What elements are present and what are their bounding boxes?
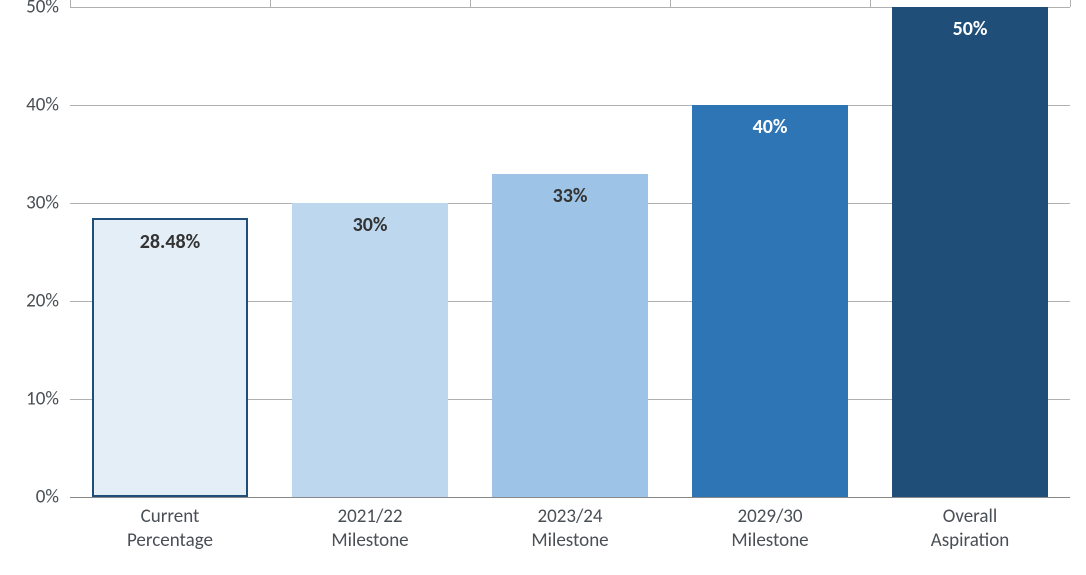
- x-axis-label-line1: Overall: [870, 505, 1070, 529]
- x-axis-label: 2023/24Milestone: [470, 505, 670, 553]
- gridline: [70, 497, 1070, 498]
- x-axis-label: 2021/22Milestone: [270, 505, 470, 553]
- y-axis-label: 40%: [0, 94, 59, 117]
- y-axis-label: 0%: [0, 486, 59, 509]
- top-tick: [1070, 0, 1071, 7]
- bar-data-label: 50%: [892, 17, 1048, 41]
- bar: 33%: [492, 174, 648, 497]
- bar: 28.48%: [92, 218, 248, 497]
- x-axis-label-line2: Aspiration: [870, 529, 1070, 553]
- x-axis-label-line2: Percentage: [70, 529, 270, 553]
- bar-data-label: 28.48%: [94, 230, 246, 254]
- top-tick: [670, 0, 671, 7]
- x-axis-label: CurrentPercentage: [70, 505, 270, 553]
- x-axis-label: OverallAspiration: [870, 505, 1070, 553]
- milestone-bar-chart: 28.48% 30% 33% 40% 50% 0% 10% 20% 30% 40% 50% Curre…: [0, 0, 1086, 575]
- bar: 40%: [692, 105, 848, 497]
- y-axis-label: 20%: [0, 290, 59, 313]
- x-axis-label-line2: Milestone: [670, 529, 870, 553]
- top-tick: [70, 0, 71, 7]
- y-axis-label: 10%: [0, 388, 59, 411]
- bar-data-label: 40%: [692, 115, 848, 139]
- bar: 30%: [292, 203, 448, 497]
- bar-data-label: 33%: [492, 184, 648, 208]
- top-tick: [470, 0, 471, 7]
- x-axis-label-line2: Milestone: [270, 529, 470, 553]
- x-axis-label-line1: 2021/22: [270, 505, 470, 529]
- top-tick: [270, 0, 271, 7]
- y-axis-label: 50%: [0, 0, 59, 19]
- x-axis-label-line2: Milestone: [470, 529, 670, 553]
- x-axis-label: 2029/30Milestone: [670, 505, 870, 553]
- bar-data-label: 30%: [292, 213, 448, 237]
- top-tick: [870, 0, 871, 7]
- x-axis-label-line1: 2029/30: [670, 505, 870, 529]
- bar: 50%: [892, 7, 1048, 497]
- x-axis-label-line1: 2023/24: [470, 505, 670, 529]
- plot-area: 28.48% 30% 33% 40% 50%: [70, 7, 1070, 497]
- x-axis-label-line1: Current: [70, 505, 270, 529]
- y-axis-label: 30%: [0, 192, 59, 215]
